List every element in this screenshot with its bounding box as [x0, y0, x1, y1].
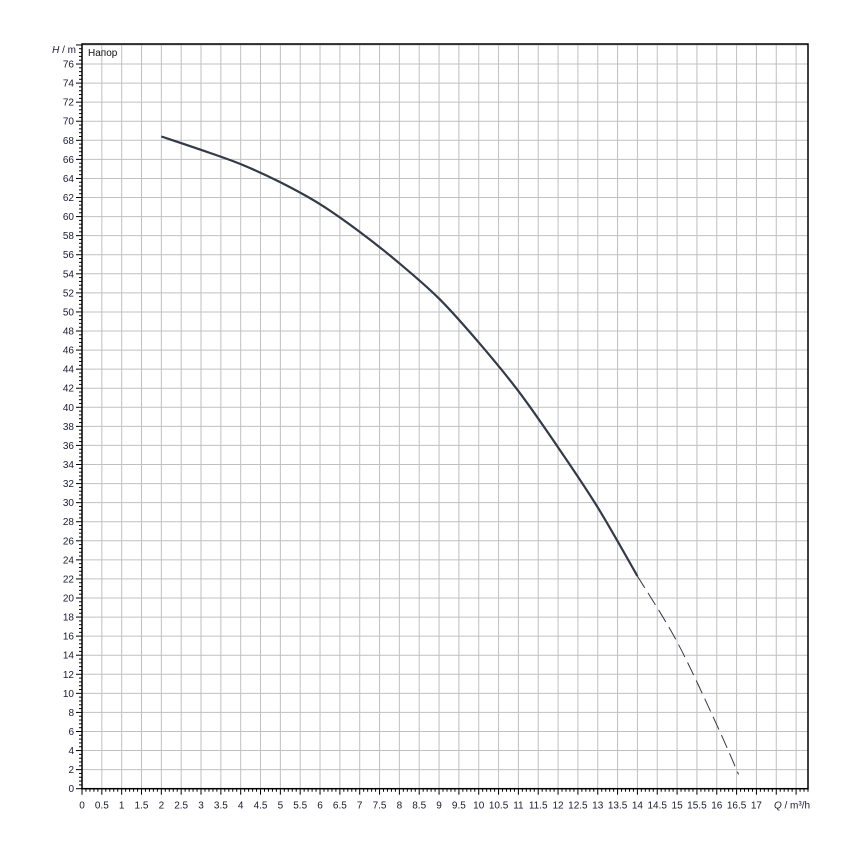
- x-tick-label: 9: [436, 801, 442, 812]
- y-tick-label: 2: [68, 765, 74, 776]
- y-tick-label: 24: [63, 555, 75, 566]
- y-tick-label: 58: [63, 231, 75, 242]
- y-tick-label: 54: [63, 269, 75, 280]
- y-tick-label: 32: [63, 479, 75, 490]
- y-axis-title: H / m: [52, 45, 76, 56]
- y-tick-label: 72: [63, 98, 75, 109]
- x-tick-label: 8: [397, 801, 403, 812]
- y-tick-label: 74: [63, 79, 75, 90]
- x-tick-label: 9.5: [452, 801, 466, 812]
- y-tick-label: 40: [63, 403, 75, 414]
- x-tick-label: 17: [751, 801, 763, 812]
- x-tick-label: 7.5: [373, 801, 387, 812]
- tick-labels: 0 0.5 1 1.5 2 2.5 3 3.5 4 4.5 5 5.5 6 6.5 7 7.5 8 8.5 9 9.5…: [63, 60, 763, 812]
- y-tick-label: 28: [63, 517, 75, 528]
- y-tick-label: 50: [63, 307, 75, 318]
- y-tick-label: 42: [63, 384, 75, 395]
- y-tick-label: 76: [63, 60, 75, 71]
- x-tick-label: 14: [632, 801, 644, 812]
- x-tick-label: 7: [357, 801, 363, 812]
- x-tick-label: 13: [592, 801, 604, 812]
- x-tick-label: 16: [711, 801, 723, 812]
- x-tick-label: 5: [278, 801, 284, 812]
- x-axis-title: Q / m³/h: [774, 801, 810, 812]
- x-tick-label: 1.5: [135, 801, 149, 812]
- y-tick-label: 4: [68, 746, 74, 757]
- x-tick-label: 3: [198, 801, 204, 812]
- y-tick-label: 44: [63, 365, 75, 376]
- y-tick-label: 16: [63, 632, 75, 643]
- x-tick-label: 10: [473, 801, 485, 812]
- y-tick-label: 0: [68, 784, 74, 795]
- x-axis-unit: / m³/h: [782, 801, 810, 812]
- x-tick-label: 6: [317, 801, 323, 812]
- x-tick-label: 16.5: [727, 801, 747, 812]
- y-tick-label: 46: [63, 346, 75, 357]
- y-tick-label: 66: [63, 155, 75, 166]
- x-tick-label: 14.5: [648, 801, 668, 812]
- x-tick-label: 2: [159, 801, 165, 812]
- x-axis-symbol: Q: [774, 801, 782, 812]
- x-tick-label: 12.5: [568, 801, 588, 812]
- y-tick-label: 22: [63, 574, 75, 585]
- x-tick-label: 0.5: [95, 801, 109, 812]
- x-tick-label: 1: [119, 801, 125, 812]
- y-tick-label: 70: [63, 117, 75, 128]
- y-tick-label: 10: [63, 689, 75, 700]
- x-tick-label: 6.5: [333, 801, 347, 812]
- plot-frame: [81, 43, 809, 790]
- y-axis-symbol: H: [52, 45, 60, 56]
- y-axis-unit: / m: [59, 45, 76, 56]
- y-tick-label: 64: [63, 174, 75, 185]
- y-tick-label: 62: [63, 193, 75, 204]
- x-tick-label: 4: [238, 801, 244, 812]
- x-tick-label: 11.5: [529, 801, 548, 812]
- head-curve: [160, 135, 639, 577]
- y-tick-label: 30: [63, 498, 75, 509]
- x-tick-label: 3.5: [214, 801, 228, 812]
- x-tick-label: 13.5: [608, 801, 628, 812]
- y-tick-label: 12: [63, 670, 75, 681]
- x-tick-label: 12: [553, 801, 565, 812]
- y-tick-label: 20: [63, 593, 75, 604]
- x-tick-label: 4.5: [254, 801, 268, 812]
- x-tick-label: 5.5: [293, 801, 307, 812]
- x-tick-label: 10.5: [489, 801, 509, 812]
- y-tick-label: 8: [68, 708, 74, 719]
- x-tick-label: 8.5: [412, 801, 426, 812]
- y-tick-label: 60: [63, 212, 75, 223]
- y-tick-label: 52: [63, 288, 75, 299]
- y-tick-label: 34: [63, 460, 75, 471]
- y-tick-label: 48: [63, 327, 75, 338]
- x-tick-label: 2.5: [174, 801, 188, 812]
- curve-label: Напор: [88, 48, 118, 59]
- grid: [82, 44, 808, 789]
- x-tick-label: 15: [672, 801, 684, 812]
- x-tick-label: 0: [79, 801, 85, 812]
- head-curve-extrapolated: [636, 575, 740, 775]
- y-tick-label: 38: [63, 422, 75, 433]
- y-tick-label: 68: [63, 136, 75, 147]
- x-tick-label: 11: [513, 801, 524, 812]
- x-tick-label: 15.5: [687, 801, 707, 812]
- y-tick-label: 56: [63, 250, 75, 261]
- axis-ticks: [76, 44, 809, 795]
- y-tick-label: 18: [63, 613, 75, 624]
- series: [160, 135, 740, 775]
- y-tick-label: 14: [63, 651, 75, 662]
- y-tick-label: 36: [63, 441, 75, 452]
- y-tick-label: 26: [63, 536, 75, 547]
- y-tick-label: 6: [68, 727, 74, 738]
